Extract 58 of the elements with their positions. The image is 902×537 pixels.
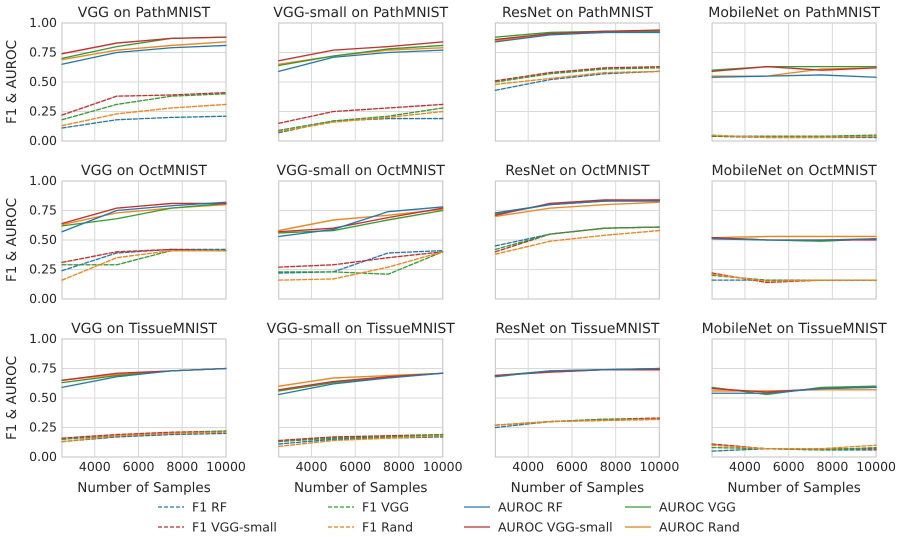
x-tick-label: 8000	[383, 458, 415, 474]
legend-label: AUROC VGG	[659, 500, 736, 514]
x-axis-title: Number of Samples	[294, 480, 428, 496]
legend-label: F1 VGG-small	[192, 520, 277, 534]
chart-title: ResNet on PathMNIST	[502, 5, 654, 21]
y-tick-label: 0.75	[29, 360, 57, 376]
y-axis-title: F1 & AUROC	[4, 198, 20, 282]
chart-title: ResNet on TissueMNIST	[495, 321, 660, 337]
chart-title: MobileNet on PathMNIST	[708, 5, 880, 21]
chart-title: ResNet on OctMNIST	[505, 163, 650, 179]
x-tick-label: 4000	[78, 458, 111, 474]
x-tick-label: 8000	[816, 458, 848, 474]
y-tick-label: 0.00	[29, 133, 58, 148]
y-tick-label: 1.00	[29, 331, 58, 346]
y-tick-label: 0.25	[29, 262, 57, 276]
x-tick-label: 4000	[728, 458, 761, 474]
y-tick-label: 0.50	[29, 390, 58, 405]
legend-label: F1 Rand	[362, 520, 414, 534]
x-tick-label: 6000	[339, 458, 372, 474]
chart-title: VGG-small on TissueMNIST	[266, 321, 456, 337]
legend-label: F1 RF	[192, 500, 227, 514]
chart-title: VGG-small on OctMNIST	[276, 163, 446, 179]
x-axis-title: Number of Samples	[727, 480, 861, 496]
chart-title: VGG on OctMNIST	[81, 163, 208, 179]
x-tick-label: 8000	[600, 458, 632, 474]
x-tick-label: 10000	[422, 458, 463, 474]
y-tick-label: 0.75	[29, 44, 57, 60]
x-tick-label: 6000	[556, 458, 588, 474]
y-tick-label: 0.25	[29, 104, 57, 118]
x-tick-label: 10000	[206, 458, 246, 474]
y-tick-label: 0.50	[29, 232, 58, 247]
legend-label: F1 VGG	[362, 500, 410, 514]
legend-label: AUROC RF	[498, 500, 563, 514]
legend-label: AUROC Rand	[659, 520, 740, 534]
x-tick-label: 8000	[166, 458, 198, 474]
legend-label: AUROC VGG-small	[498, 520, 613, 534]
y-tick-label: 0.00	[29, 449, 58, 464]
x-tick-label: 10000	[640, 458, 680, 474]
x-tick-label: 10000	[856, 458, 896, 474]
y-tick-label: 0.75	[29, 202, 57, 218]
chart-title: MobileNet on OctMNIST	[712, 163, 878, 179]
y-tick-label: 0.50	[29, 74, 58, 89]
chart-title: MobileNet on TissueMNIST	[702, 321, 888, 337]
chart-title: VGG-small on PathMNIST	[273, 5, 449, 21]
y-tick-label: 0.25	[29, 420, 57, 434]
x-axis-title: Number of Samples	[77, 480, 211, 496]
y-axis-title: F1 & AUROC	[4, 356, 20, 440]
chart-title: VGG on PathMNIST	[78, 5, 211, 21]
x-tick-label: 6000	[772, 458, 805, 474]
y-tick-label: 1.00	[29, 15, 58, 30]
y-tick-label: 1.00	[29, 173, 58, 188]
x-tick-label: 6000	[122, 458, 154, 474]
y-axis-title: F1 & AUROC	[4, 40, 20, 124]
x-axis-title: Number of Samples	[510, 480, 644, 496]
x-tick-label: 4000	[512, 458, 544, 474]
y-tick-label: 0.00	[29, 291, 58, 306]
x-tick-label: 4000	[296, 458, 328, 474]
chart-title: VGG on TissueMNIST	[71, 321, 218, 337]
